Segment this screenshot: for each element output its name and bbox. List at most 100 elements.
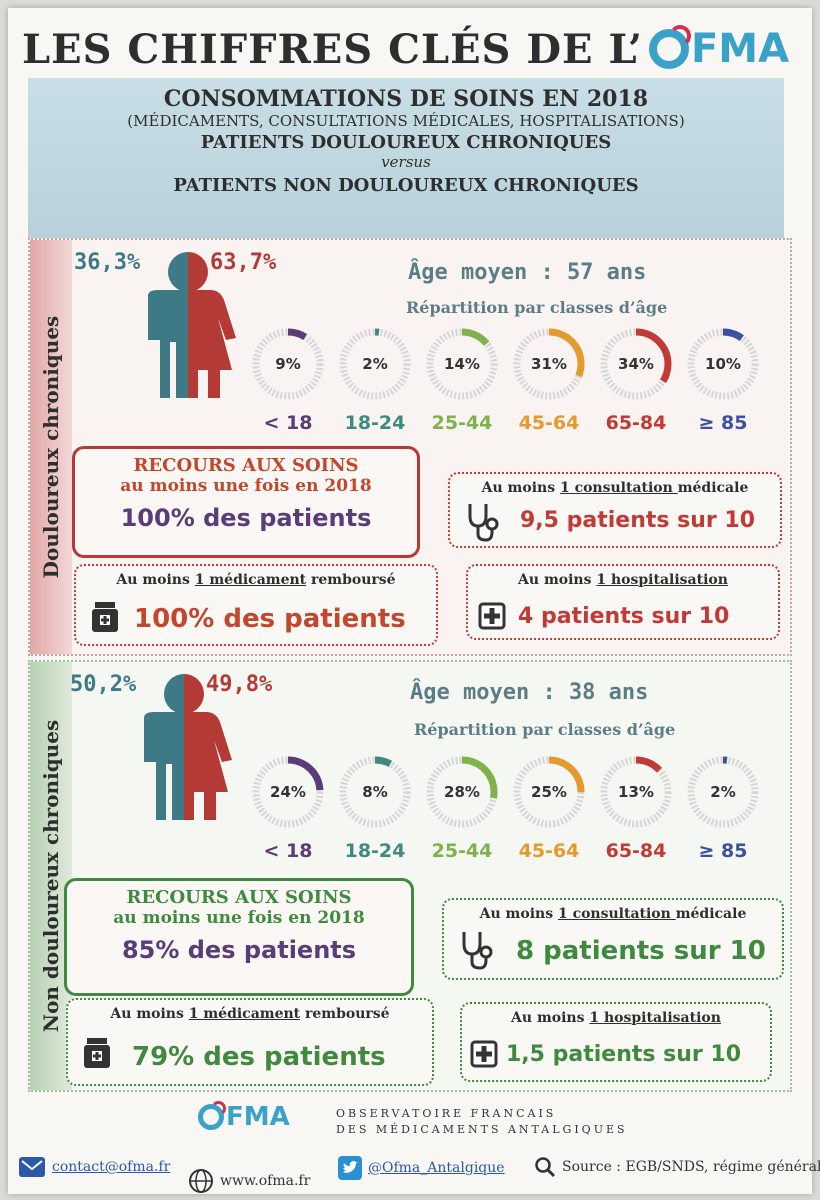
side-label: Douloureux chroniques: [39, 315, 63, 579]
header-line-3: PATIENTS DOULOUREUX CHRONIQUES: [200, 132, 612, 153]
hospital-cross-icon: [478, 602, 506, 630]
age-donut: 31%: [509, 324, 589, 404]
recours-box: RECOURS AUX SOINS au moins une fois en 2…: [72, 446, 420, 558]
medicament-value: 79% des patients: [132, 1042, 386, 1072]
title-text: LES CHIFFRES CLÉS DE L’: [22, 25, 643, 73]
consultation-title: Au moins 1 consultation médicale: [479, 906, 747, 922]
donut-arc: [687, 328, 759, 400]
donut-percent: 9%: [275, 355, 301, 373]
logo-o-icon: [648, 25, 691, 69]
age-donut: 24%: [248, 752, 328, 832]
age-donut: 14%: [422, 324, 502, 404]
globe-icon: [189, 1169, 213, 1193]
consultation-box: Au moins 1 consultation médicale 8 patie…: [442, 898, 784, 980]
donut-percent: 34%: [618, 355, 654, 373]
ofma-logo: FMA: [648, 25, 790, 72]
donut-track: [687, 328, 759, 400]
donut-arc: [252, 328, 324, 400]
donut-percent: 2%: [362, 355, 388, 373]
donut-percent: 13%: [618, 783, 654, 801]
observatoire-text: OBSERVATOIRE FRANCAIS DES MÉDICAMENTS AN…: [336, 1106, 628, 1138]
donut-percent: 10%: [705, 355, 741, 373]
age-donut: 13%: [596, 752, 676, 832]
donut-arc: [426, 328, 498, 400]
source-item: Source : EGB/SNDS, régime général: [534, 1156, 820, 1178]
logo-text: FMA: [690, 26, 790, 72]
age-class-label: 65-84: [605, 412, 667, 434]
recours-value: 85% des patients: [121, 936, 357, 964]
donut-percent: 31%: [531, 355, 567, 373]
medicament-title: Au moins 1 médicament remboursé: [110, 1006, 390, 1022]
hospitalisation-title: Au moins 1 hospitalisation: [511, 1010, 721, 1026]
age-class-label: < 18: [263, 840, 313, 862]
recours-value: 100% des patients: [120, 504, 372, 532]
side-label: Non douloureux chroniques: [39, 719, 63, 1033]
header-box: CONSOMMATIONS DE SOINS EN 2018 (MÉDICAME…: [28, 78, 784, 240]
consultation-value: 8 patients sur 10: [516, 936, 766, 966]
age-class-label: 25-44: [431, 840, 493, 862]
medicament-box: Au moins 1 médicament remboursé 79% des …: [66, 998, 434, 1086]
donut-percent: 25%: [531, 783, 567, 801]
email-icon: [19, 1157, 45, 1177]
twitter-item[interactable]: @Ofma_Antalgique: [338, 1156, 505, 1180]
age-class-label: 65-84: [605, 840, 667, 862]
header-line-4: versus: [381, 153, 431, 171]
donut-arc: [513, 756, 585, 828]
donut-track: [687, 756, 759, 828]
email-link[interactable]: contact@ofma.fr: [52, 1159, 171, 1175]
donut-track: [600, 756, 672, 828]
age-donut: 2%: [335, 324, 415, 404]
age-donut: 34%: [596, 324, 676, 404]
female-percent: 49,8%: [206, 672, 273, 697]
obs-line-1: OBSERVATOIRE FRANCAIS: [336, 1107, 557, 1120]
age-donut: 9%: [248, 324, 328, 404]
medicament-title: Au moins 1 médicament remboursé: [116, 572, 396, 588]
age-class-label: 25-44: [431, 412, 493, 434]
age-class-label: < 18: [263, 412, 313, 434]
web-link[interactable]: www.ofma.fr: [220, 1173, 311, 1189]
age-class-label: ≥ 85: [698, 412, 748, 434]
recours-box: RECOURS AUX SOINS au moins une fois en 2…: [64, 878, 414, 996]
recours-sub: au moins une fois en 2018: [120, 476, 372, 496]
age-moyen: Âge moyen : 38 ans: [410, 680, 649, 705]
section-non-douloureux: Non douloureux chroniques 50,2% 49,8% Âg…: [28, 660, 792, 1092]
male-percent: 50,2%: [70, 672, 137, 697]
donut-percent: 14%: [444, 355, 480, 373]
stethoscope-icon: [468, 504, 499, 542]
age-donut: 10%: [683, 324, 763, 404]
donut-track: [339, 328, 411, 400]
page-title: LES CHIFFRES CLÉS DE L’ FMA: [22, 14, 789, 84]
repartition-label: Répartition par classes d’âge: [414, 720, 676, 739]
magnifier-icon: [535, 1157, 556, 1178]
email-item[interactable]: contact@ofma.fr: [18, 1156, 170, 1178]
medicament-value: 100% des patients: [134, 604, 406, 634]
donut-arc: [600, 328, 672, 400]
header-line-1: CONSOMMATIONS DE SOINS EN 2018: [163, 86, 649, 112]
repartition-label: Répartition par classes d’âge: [406, 298, 668, 317]
donut-track: [252, 756, 324, 828]
male-percent: 36,3%: [74, 250, 141, 275]
donut-track: [339, 756, 411, 828]
age-class-label: 45-64: [518, 412, 580, 434]
web-item[interactable]: www.ofma.fr: [188, 1168, 310, 1194]
section-douloureux: Douloureux chroniques 36,3% 63,7% Âge mo…: [28, 238, 792, 656]
consultation-title: Au moins 1 consultation médicale: [481, 480, 749, 496]
hospital-cross-icon: [470, 1040, 498, 1068]
consultation-value: 9,5 patients sur 10: [520, 508, 756, 533]
donut-arc: [687, 756, 759, 828]
twitter-link[interactable]: @Ofma_Antalgique: [368, 1160, 505, 1176]
donut-percent: 8%: [362, 783, 388, 801]
donut-arc: [426, 756, 498, 828]
side-label-box: Douloureux chroniques: [30, 240, 72, 654]
recours-title: RECOURS AUX SOINS: [126, 887, 352, 908]
medicine-jar-icon: [92, 602, 118, 632]
hospitalisation-value: 1,5 patients sur 10: [506, 1042, 742, 1067]
donut-percent: 24%: [270, 783, 306, 801]
age-donut: 25%: [509, 752, 589, 832]
age-donut: 28%: [422, 752, 502, 832]
donut-percent: 28%: [444, 783, 480, 801]
footer-logo-text: FMA: [226, 1102, 290, 1132]
side-label-box: Non douloureux chroniques: [30, 662, 72, 1090]
donut-track: [426, 328, 498, 400]
male-female-icon: [144, 674, 232, 820]
